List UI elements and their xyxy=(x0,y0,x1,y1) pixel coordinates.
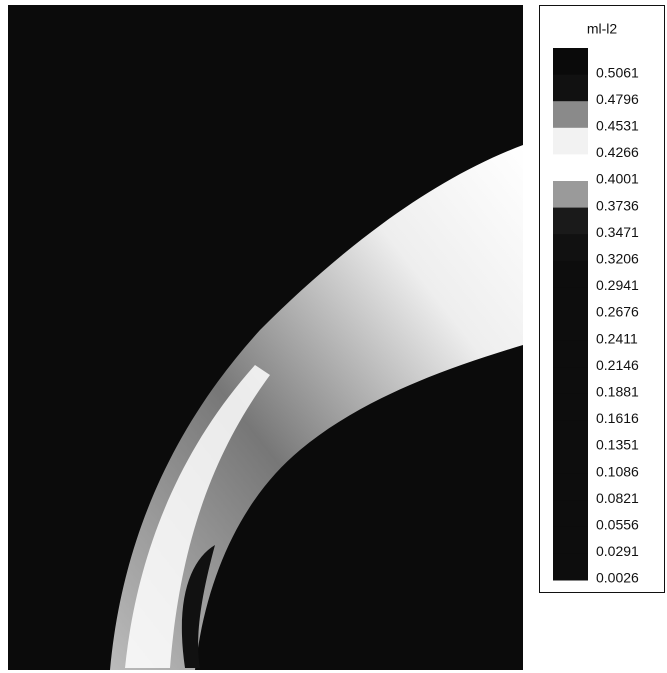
colorbar-segment xyxy=(553,447,588,475)
colorbar-segment xyxy=(553,500,588,528)
colorbar-label: 0.2676 xyxy=(596,304,639,320)
colorbar-label: 0.5061 xyxy=(596,64,639,80)
colorbar-label: 0.1616 xyxy=(596,410,639,426)
colorbar-segment xyxy=(553,393,588,421)
colorbar-label: 0.4531 xyxy=(596,118,639,134)
colorbar-segment xyxy=(553,553,588,581)
colorbar-segment xyxy=(553,367,588,395)
legend-title: ml-l2 xyxy=(587,21,618,37)
colorbar-segment xyxy=(553,207,588,235)
colorbar-segment xyxy=(553,314,588,342)
colorbar-label: 0.2146 xyxy=(596,357,639,373)
colorbar-segment xyxy=(553,260,588,288)
colorbar-segment xyxy=(553,526,588,554)
colorbar-segment xyxy=(553,473,588,501)
contour-core xyxy=(181,545,215,668)
colorbar-label: 0.0556 xyxy=(596,517,639,533)
colorbar-label: 0.4796 xyxy=(596,91,639,107)
colorbar-label: 0.4266 xyxy=(596,144,639,160)
colorbar-segment xyxy=(553,340,588,368)
colorbar-segment xyxy=(553,234,588,262)
contour-shock xyxy=(125,365,270,668)
colorbar-label: 0.1351 xyxy=(596,437,639,453)
colorbar-segment xyxy=(553,127,588,155)
colorbar-label: 0.0291 xyxy=(596,543,639,559)
colorbar-segment xyxy=(553,181,588,209)
colorbar-label: 0.1086 xyxy=(596,463,639,479)
colorbar-label: 0.4001 xyxy=(596,171,639,187)
colorbar-label: 0.2941 xyxy=(596,277,639,293)
contour-band xyxy=(110,145,523,670)
colorbar-segment xyxy=(553,101,588,129)
colorbar-label: 0.0821 xyxy=(596,490,639,506)
colorbar-segment xyxy=(553,420,588,448)
colorbar-segment xyxy=(553,287,588,315)
colorbar-label: 0.2411 xyxy=(596,330,638,346)
colorbar-segment xyxy=(553,48,588,76)
colorbar-label: 0.1881 xyxy=(596,384,639,400)
colorbar-label: 0.3471 xyxy=(596,224,639,240)
colorbar-label: 0.3206 xyxy=(596,251,639,267)
colorbar-label: 0.0026 xyxy=(596,570,639,586)
colorbar-segment xyxy=(553,154,588,182)
colorbar-segment xyxy=(553,74,588,102)
colorbar-label: 0.3736 xyxy=(596,197,639,213)
